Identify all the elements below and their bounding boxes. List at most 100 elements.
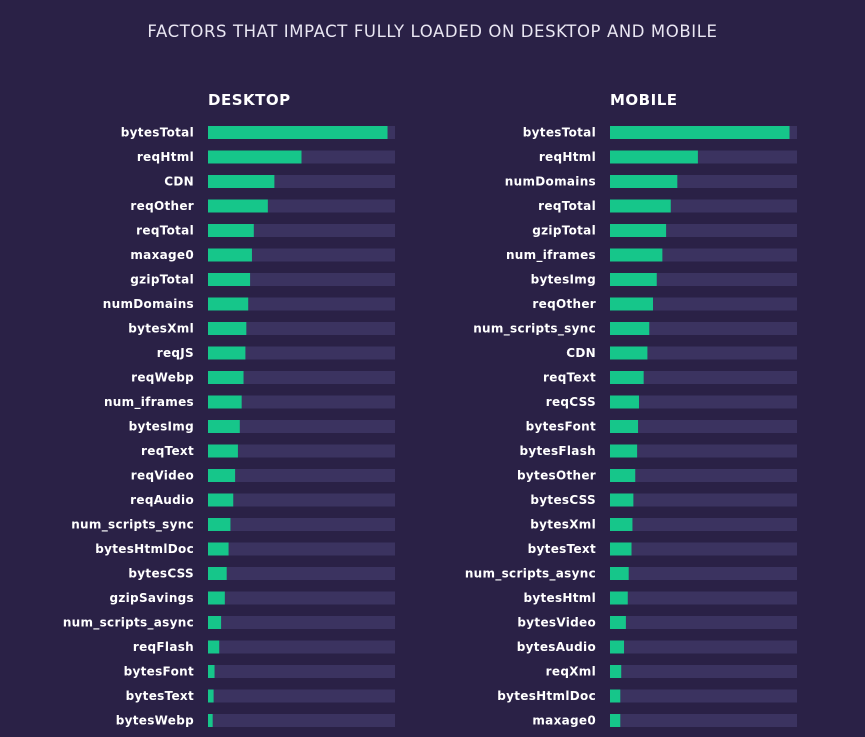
desktop-label-reqText: reqText (141, 444, 194, 458)
desktop-bar-track (208, 444, 395, 458)
mobile-bar-bytesFlash (610, 444, 638, 458)
mobile-bar-track (610, 542, 797, 556)
mobile-bar-track (610, 493, 797, 507)
desktop-bar-track (208, 346, 395, 360)
desktop-bar-track (208, 493, 395, 507)
desktop-label-reqHtml: reqHtml (137, 150, 194, 164)
mobile-label-reqCSS: reqCSS (546, 395, 596, 409)
desktop-label-reqTotal: reqTotal (136, 224, 194, 238)
mobile-label-num_scripts_async: num_scripts_async (465, 567, 596, 582)
chart-main-title: FACTORS THAT IMPACT FULLY LOADED ON DESK… (147, 22, 718, 41)
desktop-bar-track (208, 248, 395, 262)
mobile-bar-bytesCSS (610, 493, 634, 507)
desktop-bar-track (208, 371, 395, 384)
desktop-bar-track (208, 616, 395, 629)
mobile-bar-reqOther (610, 297, 654, 311)
mobile-bar-bytesFont (610, 420, 639, 433)
mobile-bar-reqXml (610, 665, 622, 678)
desktop-label-numDomains: numDomains (103, 297, 194, 311)
mobile-bar-bytesImg (610, 273, 657, 286)
desktop-label-reqVideo: reqVideo (131, 469, 194, 483)
desktop-bar-bytesWebp (208, 714, 213, 727)
desktop-bar-bytesCSS (208, 567, 227, 580)
mobile-bar-track (610, 518, 797, 531)
desktop-label-bytesImg: bytesImg (129, 420, 194, 434)
mobile-label-numDomains: numDomains (505, 175, 596, 189)
desktop-bar-reqFlash (208, 640, 220, 654)
desktop-label-reqOther: reqOther (130, 199, 194, 213)
mobile-bar-bytesVideo (610, 616, 626, 629)
mobile-bar-maxage0 (610, 714, 621, 727)
mobile-label-bytesVideo: bytesVideo (517, 616, 596, 630)
desktop-label-bytesTotal: bytesTotal (121, 126, 194, 140)
mobile-bar-reqTotal (610, 199, 671, 213)
mobile-label-maxage0: maxage0 (532, 714, 596, 728)
desktop-label-bytesCSS: bytesCSS (128, 567, 194, 581)
mobile-bar-track (610, 640, 797, 654)
desktop-bar-track (208, 395, 395, 409)
mobile-label-bytesHtmlDoc: bytesHtmlDoc (497, 689, 596, 703)
mobile-bar-num_scripts_async (610, 567, 629, 580)
mobile-bar-gzipTotal (610, 224, 667, 237)
desktop-bar-track (208, 420, 395, 433)
mobile-bar-bytesText (610, 542, 632, 556)
mobile-bar-bytesXml (610, 518, 633, 531)
mobile-bar-bytesHtml (610, 591, 628, 605)
desktop-bar-gzipTotal (208, 273, 251, 286)
desktop-bar-bytesImg (208, 420, 240, 433)
desktop-bar-bytesXml (208, 322, 247, 335)
mobile-bar-num_scripts_sync (610, 322, 650, 335)
mobile-bar-num_iframes (610, 248, 663, 262)
mobile-label-reqHtml: reqHtml (539, 150, 596, 164)
desktop-label-gzipTotal: gzipTotal (130, 273, 194, 287)
mobile-panel-title: MOBILE (610, 91, 678, 109)
mobile-panel: MOBILE bytesTotal reqHtml numDomains reqTota… (465, 91, 797, 728)
desktop-bar-CDN (208, 175, 275, 188)
mobile-bar-track (610, 567, 797, 580)
desktop-bar-reqAudio (208, 493, 234, 507)
mobile-bar-track (610, 665, 797, 678)
mobile-bar-track (610, 444, 797, 458)
desktop-bar-track (208, 297, 395, 311)
desktop-label-CDN: CDN (164, 175, 194, 189)
mobile-label-bytesFont: bytesFont (526, 420, 596, 434)
mobile-bar-track (610, 689, 797, 703)
desktop-label-gzipSavings: gzipSavings (109, 591, 194, 605)
desktop-bar-track (208, 469, 395, 482)
desktop-bar-track (208, 689, 395, 703)
desktop-bar-bytesFont (208, 665, 215, 678)
mobile-bar-track (610, 591, 797, 605)
desktop-bar-track (208, 567, 395, 580)
mobile-bar-track (610, 322, 797, 335)
mobile-label-bytesXml: bytesXml (530, 518, 596, 532)
desktop-bar-track (208, 640, 395, 654)
desktop-bar-track (208, 591, 395, 605)
desktop-bar-track (208, 518, 395, 531)
mobile-label-reqOther: reqOther (532, 297, 596, 311)
desktop-bar-num_scripts_async (208, 616, 222, 629)
desktop-bar-maxage0 (208, 248, 252, 262)
desktop-label-maxage0: maxage0 (130, 248, 194, 262)
desktop-bar-bytesTotal (208, 126, 388, 139)
desktop-bar-track (208, 322, 395, 335)
desktop-bar-reqWebp (208, 371, 244, 384)
mobile-bar-track (610, 371, 797, 384)
desktop-bar-reqOther (208, 199, 268, 213)
mobile-bar-bytesTotal (610, 126, 790, 139)
mobile-bar-track (610, 395, 797, 409)
desktop-bar-track (208, 714, 395, 727)
desktop-bar-bytesHtmlDoc (208, 542, 229, 556)
desktop-label-reqJS: reqJS (157, 346, 194, 360)
mobile-bar-track (610, 616, 797, 629)
desktop-label-num_scripts_sync: num_scripts_sync (71, 518, 194, 533)
mobile-label-reqXml: reqXml (546, 665, 596, 679)
mobile-label-reqTotal: reqTotal (538, 199, 596, 213)
desktop-bar-reqHtml (208, 150, 302, 164)
mobile-bar-numDomains (610, 175, 678, 188)
mobile-label-reqText: reqText (543, 371, 596, 385)
mobile-bar-track (610, 420, 797, 433)
desktop-label-bytesText: bytesText (126, 689, 194, 703)
mobile-label-gzipTotal: gzipTotal (532, 224, 596, 238)
desktop-bar-bytesText (208, 689, 214, 703)
